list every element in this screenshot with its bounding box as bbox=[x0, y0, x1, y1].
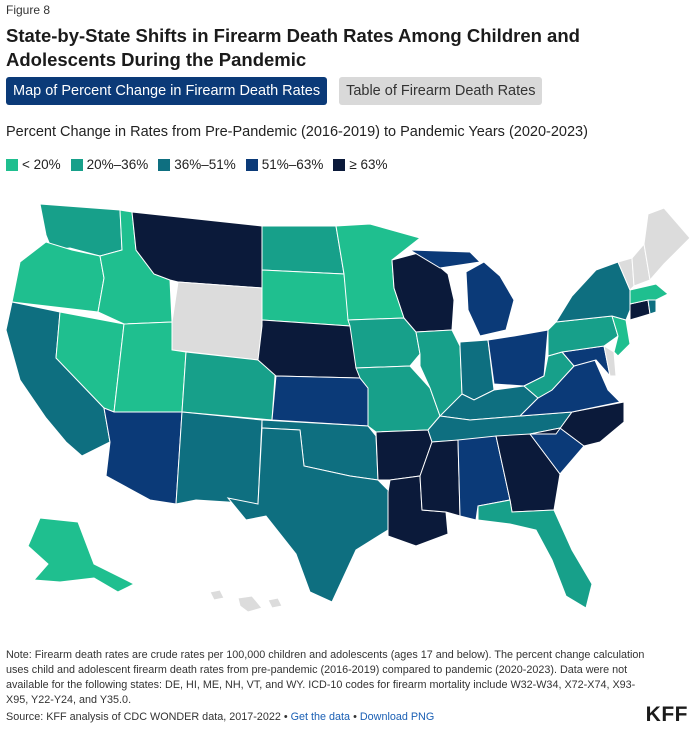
us-map-svg bbox=[5, 203, 691, 613]
map-subtitle: Percent Change in Rates from Pre-Pandemi… bbox=[6, 124, 588, 140]
state-hi[interactable] bbox=[209, 589, 283, 613]
legend-swatch bbox=[333, 158, 346, 171]
state-ne[interactable] bbox=[257, 319, 361, 379]
state-nm[interactable] bbox=[175, 411, 263, 505]
state-mi[interactable] bbox=[408, 249, 515, 337]
legend-swatch bbox=[158, 158, 171, 171]
state-nd[interactable] bbox=[261, 225, 345, 275]
state-me[interactable] bbox=[643, 207, 691, 282]
legend-label: 20%–36% bbox=[86, 157, 149, 172]
state-de[interactable] bbox=[603, 344, 617, 377]
state-fl[interactable] bbox=[477, 499, 593, 609]
legend-item: 51%–63% bbox=[245, 157, 324, 172]
get-data-link[interactable]: Get the data bbox=[290, 711, 351, 723]
legend-label: < 20% bbox=[22, 157, 61, 172]
page-title: State-by-State Shifts in Firearm Death R… bbox=[6, 25, 580, 70]
footnote: Note: Firearm death rates are crude rate… bbox=[6, 649, 645, 706]
source-separator: • bbox=[353, 711, 357, 723]
download-png-link[interactable]: Download PNG bbox=[359, 711, 435, 723]
us-map bbox=[0, 180, 700, 630]
state-sd[interactable] bbox=[261, 269, 351, 327]
tab-map[interactable]: Map of Percent Change in Firearm Death R… bbox=[6, 77, 328, 105]
state-ma[interactable] bbox=[629, 283, 669, 305]
source-line: Source: KFF analysis of CDC WONDER data,… bbox=[6, 711, 434, 723]
figure-label: Figure 8 bbox=[6, 3, 51, 17]
state-ri[interactable] bbox=[647, 299, 657, 315]
state-ak[interactable] bbox=[27, 517, 136, 593]
legend-swatch bbox=[245, 158, 258, 171]
legend-item: < 20% bbox=[6, 157, 61, 172]
kff-logo: KFF bbox=[645, 703, 688, 726]
legend-label: 36%–51% bbox=[174, 157, 236, 172]
source-text: Source: KFF analysis of CDC WONDER data,… bbox=[6, 711, 288, 723]
legend-item: 20%–36% bbox=[70, 157, 149, 172]
state-co[interactable] bbox=[181, 351, 277, 421]
state-ny[interactable] bbox=[555, 261, 631, 323]
legend-swatch bbox=[6, 158, 18, 171]
legend-label: ≥ 63% bbox=[349, 157, 388, 172]
state-oh[interactable] bbox=[487, 329, 549, 387]
legend-item: 36%–51% bbox=[158, 157, 236, 172]
legend-swatch bbox=[70, 158, 83, 171]
state-wy[interactable] bbox=[171, 281, 263, 361]
view-tabs: Map of Percent Change in Firearm Death R… bbox=[6, 77, 543, 105]
state-az[interactable] bbox=[103, 407, 183, 505]
state-tx[interactable] bbox=[226, 427, 391, 603]
tab-table[interactable]: Table of Firearm Death Rates bbox=[339, 77, 543, 105]
state-ks[interactable] bbox=[271, 375, 369, 427]
state-ia[interactable] bbox=[347, 317, 421, 369]
legend: < 20% 20%–36% 36%–51% 51%–63% ≥ 63% bbox=[6, 157, 388, 172]
legend-item: ≥ 63% bbox=[333, 157, 388, 172]
legend-label: 51%–63% bbox=[261, 157, 324, 172]
